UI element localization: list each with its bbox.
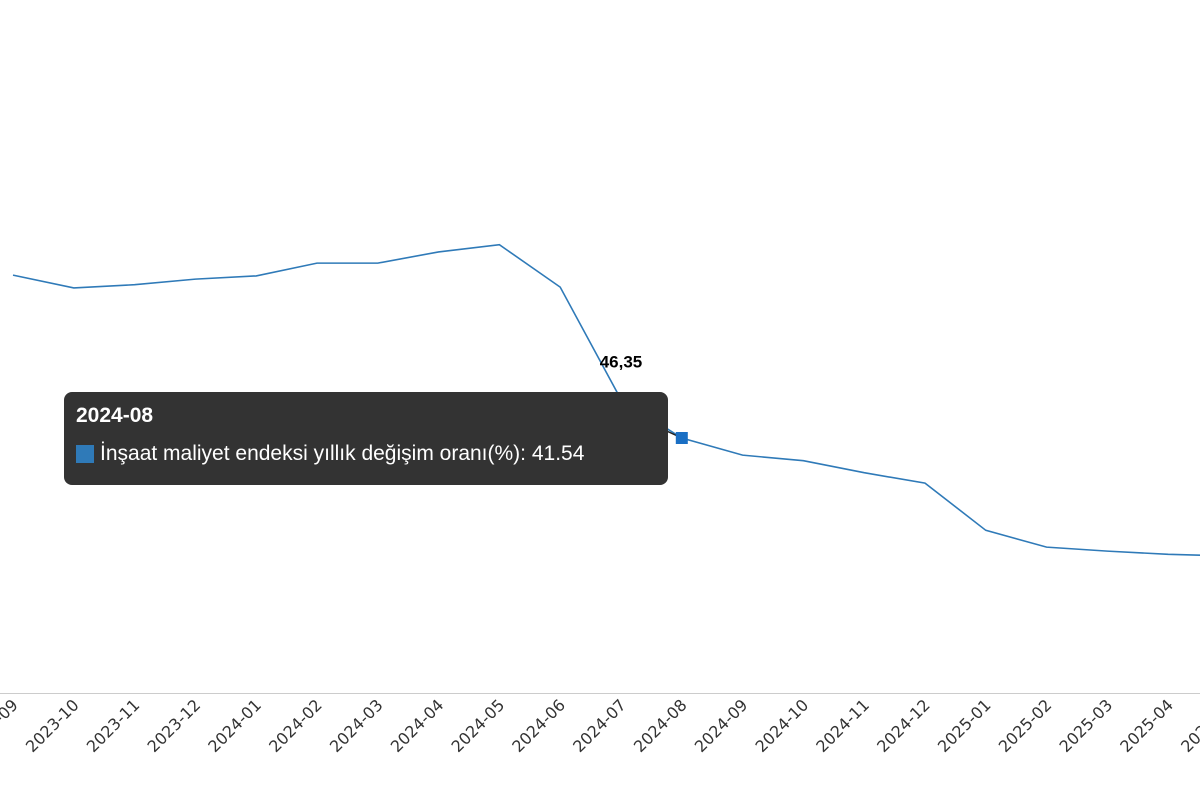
x-tick-label: 2023-12 (144, 695, 205, 756)
x-tick-label: 2025-02 (995, 695, 1056, 756)
hover-marker (675, 432, 688, 444)
x-tick-label: 2024-06 (508, 695, 569, 756)
x-tick-label: 2023-09 (0, 695, 22, 756)
x-tick-label: 2024-10 (752, 695, 813, 756)
x-tick-label: 2024-01 (204, 695, 265, 756)
tooltip-row: İnşaat maliyet endeksi yıllık değişim or… (76, 442, 656, 466)
x-tick-label: 2024-08 (630, 695, 691, 756)
x-tick-label: 2024-12 (873, 695, 934, 756)
x-tick-label: 2025-05 (1177, 695, 1200, 756)
x-tick-label: 2023-11 (83, 695, 144, 756)
tooltip: 2024-08 İnşaat maliyet endeksi yıllık de… (64, 392, 668, 485)
x-tick-label: 2024-04 (387, 695, 448, 756)
tooltip-swatch (76, 445, 94, 463)
data-label: 46,35 (600, 353, 643, 372)
x-tick-label: 2025-04 (1116, 695, 1177, 756)
x-tick-label: 2024-03 (326, 695, 387, 756)
x-tick-label: 2024-07 (569, 695, 630, 756)
tooltip-series-name: İnşaat maliyet endeksi yıllık değişim or… (100, 442, 532, 466)
x-tick-label: 2024-09 (691, 695, 752, 756)
x-tick-label: 2025-03 (1056, 695, 1117, 756)
x-tick-label: 2024-11 (812, 695, 873, 756)
x-tick-label: 2024-05 (448, 695, 509, 756)
x-tick-label: 2023-10 (22, 695, 83, 756)
x-tick-label: 2024-02 (265, 695, 326, 756)
tooltip-title: 2024-08 (76, 404, 154, 427)
x-tick-label: 2025-01 (934, 695, 995, 756)
tooltip-value: 41.54 (531, 442, 585, 465)
